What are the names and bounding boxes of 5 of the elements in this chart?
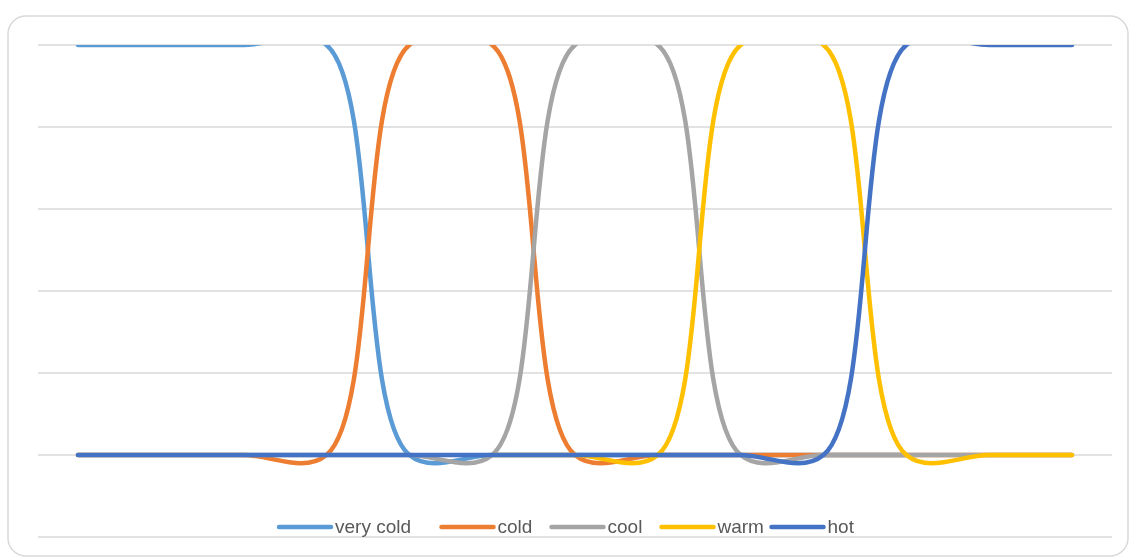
legend-label: warm (716, 516, 764, 537)
legend-label: cold (497, 516, 533, 537)
legend-label: cool (607, 516, 643, 537)
legend-label: hot (827, 516, 855, 537)
legend-label: very cold (335, 516, 412, 537)
